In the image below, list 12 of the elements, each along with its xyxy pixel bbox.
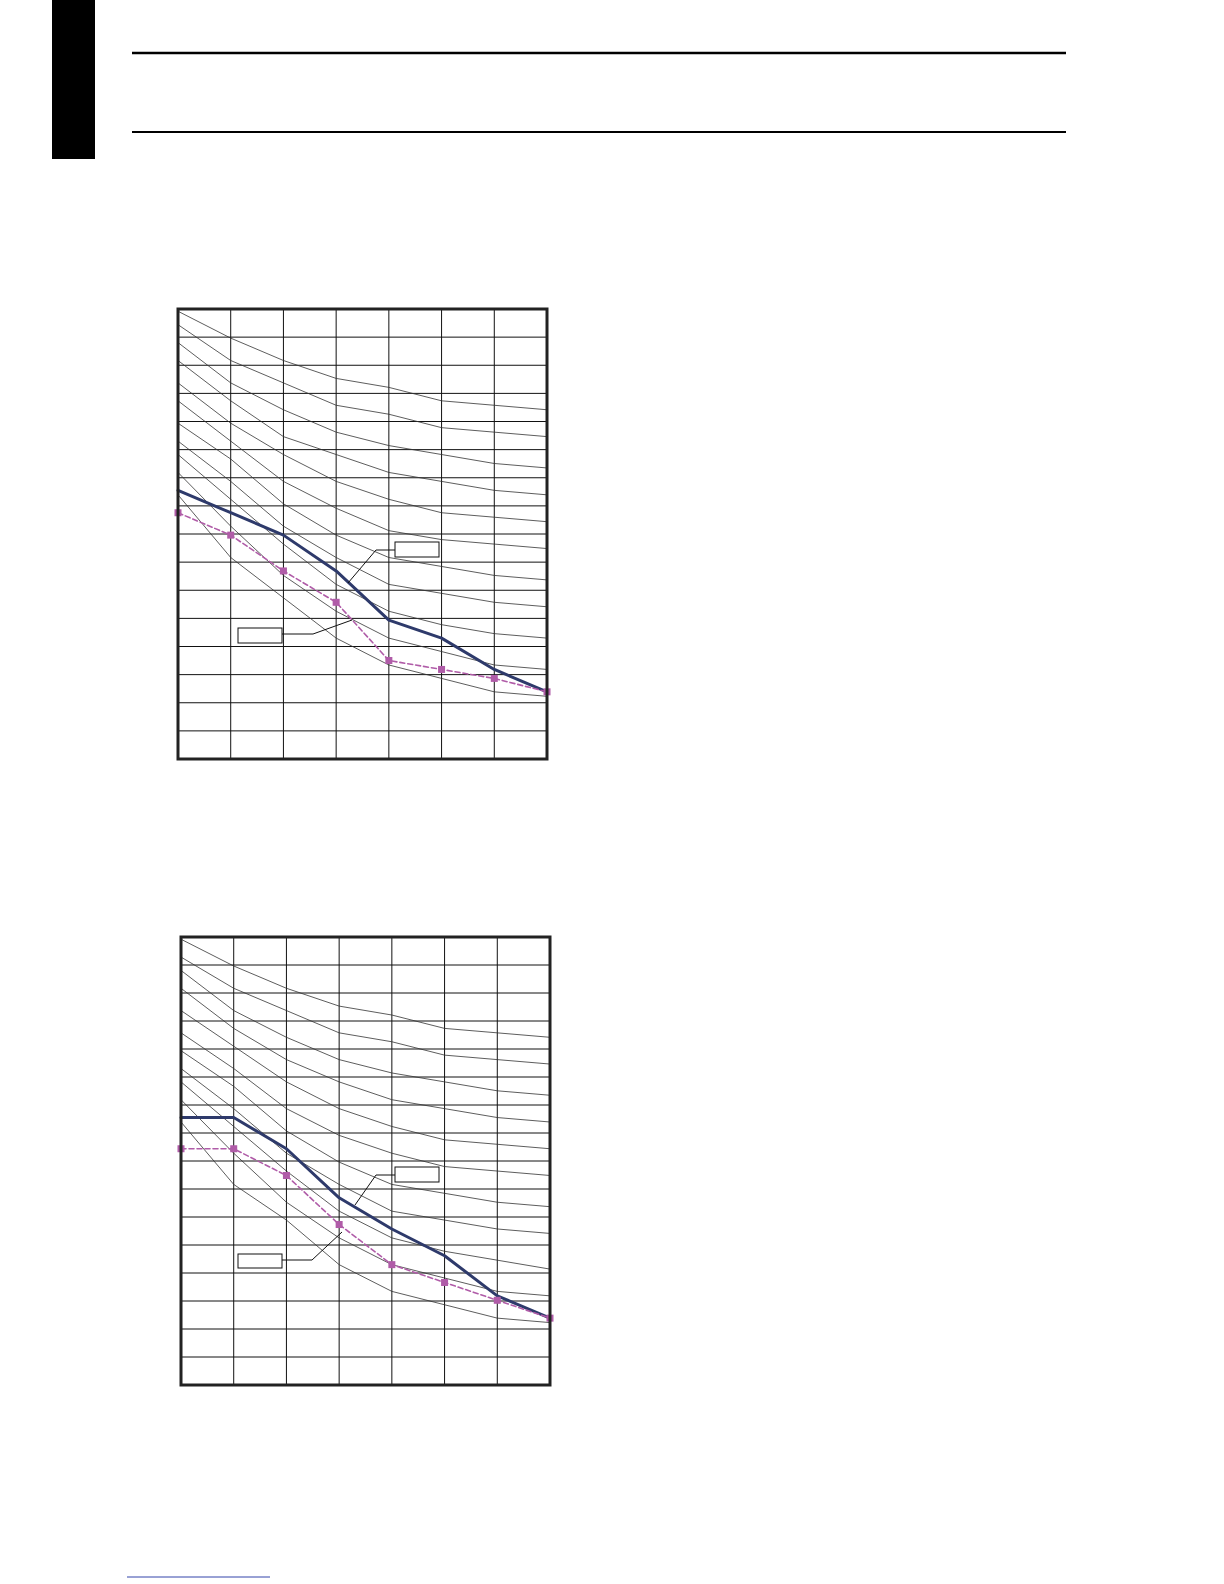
point (385, 657, 393, 664)
point (493, 1296, 501, 1304)
point (335, 1221, 343, 1229)
point (388, 1261, 396, 1269)
point (441, 1278, 449, 1286)
point (282, 1171, 290, 1179)
point (438, 665, 446, 673)
point (332, 598, 340, 606)
point (230, 1145, 238, 1153)
point (227, 531, 235, 539)
point (490, 674, 498, 682)
point (279, 567, 287, 575)
